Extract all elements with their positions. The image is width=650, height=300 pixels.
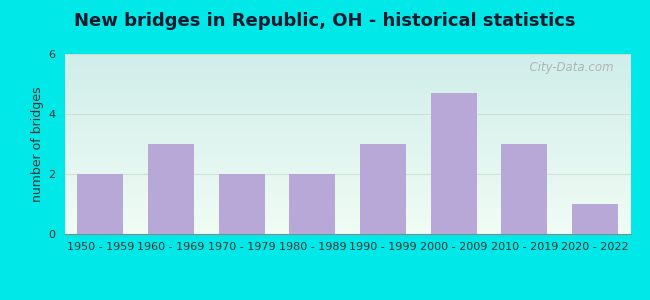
Bar	[431, 93, 476, 234]
Bar	[572, 204, 618, 234]
Bar	[219, 174, 265, 234]
Text: New bridges in Republic, OH - historical statistics: New bridges in Republic, OH - historical…	[74, 12, 576, 30]
Bar	[360, 144, 406, 234]
Text: City-Data.com: City-Data.com	[522, 61, 614, 74]
Bar	[289, 174, 335, 234]
Bar	[148, 144, 194, 234]
Bar	[77, 174, 124, 234]
Bar	[502, 144, 547, 234]
Y-axis label: number of bridges: number of bridges	[31, 86, 44, 202]
